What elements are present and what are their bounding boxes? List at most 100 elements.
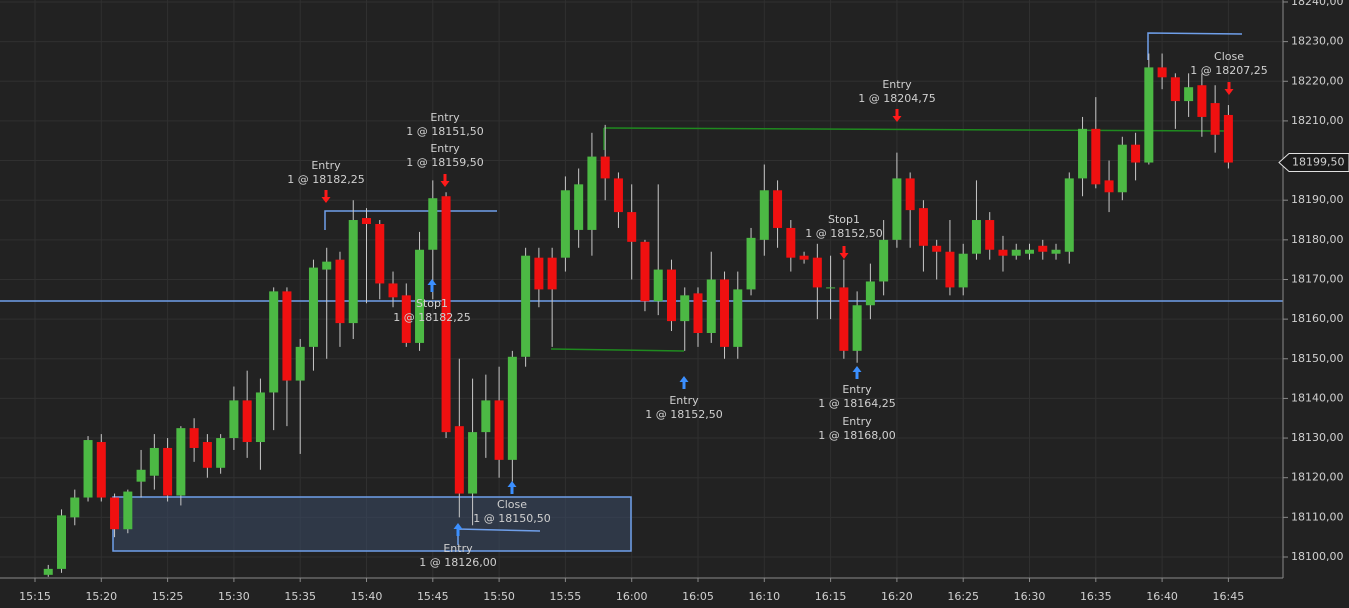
x-tick-label: 16:30 <box>1014 590 1046 603</box>
candle-body <box>229 400 239 439</box>
candle-body <box>759 190 769 240</box>
x-tick-label: 16:10 <box>748 590 780 603</box>
x-tick-label: 15:40 <box>351 590 383 603</box>
x-tick-label: 16:00 <box>616 590 648 603</box>
annotation-detail: 1 @ 18182,25 <box>393 311 470 324</box>
annotation-label: Stop1 <box>828 213 860 226</box>
candle-body <box>799 255 809 260</box>
y-tick-label: 18100,00 <box>1291 550 1344 563</box>
candle-body <box>1038 245 1048 252</box>
annotation-detail: 1 @ 18204,75 <box>858 92 935 105</box>
candle-body <box>57 515 67 569</box>
annotation-label: Close <box>497 498 527 511</box>
candle-body <box>176 428 186 496</box>
candle-body <box>613 178 623 213</box>
candle-body <box>693 293 703 334</box>
candle-body <box>971 220 981 254</box>
x-tick-label: 15:25 <box>152 590 184 603</box>
candle-body <box>43 568 53 575</box>
candle-body <box>812 257 822 288</box>
candle-body <box>786 227 796 258</box>
trade-arrow <box>427 279 437 292</box>
annotation-label: Entry <box>882 78 912 91</box>
candle-body <box>388 283 398 298</box>
candle-body <box>189 428 199 448</box>
candle-body <box>322 261 332 270</box>
candle-body <box>746 237 756 290</box>
candles <box>43 53 1233 577</box>
annotation-detail: 1 @ 18182,25 <box>287 173 364 186</box>
candle-body <box>136 469 146 482</box>
candle-body <box>773 190 783 228</box>
trend-line <box>603 127 1233 132</box>
annotation-detail: 1 @ 18152,50 <box>805 227 882 240</box>
level-line <box>324 210 497 230</box>
y-tick-label: 18160,00 <box>1291 312 1344 325</box>
x-tick-label: 16:15 <box>815 590 847 603</box>
candle-body <box>627 212 637 242</box>
annotation-detail: 1 @ 18168,00 <box>818 429 895 442</box>
candle-body <box>507 356 517 460</box>
trend-line <box>550 348 685 352</box>
candle-body <box>826 287 836 289</box>
annotation-label: Entry <box>842 383 872 396</box>
candle-body <box>1104 180 1114 193</box>
annotation-label: Entry <box>669 394 699 407</box>
candle-body <box>362 218 371 224</box>
x-tick-label: 16:45 <box>1213 590 1245 603</box>
candle-body <box>1170 77 1180 102</box>
candle-body <box>653 269 663 302</box>
candle-body <box>733 289 743 347</box>
zone-rectangle <box>112 496 632 552</box>
y-tick-label: 18130,00 <box>1291 431 1344 444</box>
x-tick-label: 16:25 <box>947 590 979 603</box>
level-line <box>1147 32 1243 60</box>
candle-body <box>666 269 676 322</box>
y-tick-label: 18170,00 <box>1291 272 1344 285</box>
candle-body <box>1184 87 1194 102</box>
candle-body <box>335 259 345 324</box>
candle-body <box>640 241 650 302</box>
candle-body <box>905 178 915 211</box>
candle-body <box>1210 103 1220 135</box>
candle-body <box>454 426 464 494</box>
candle-body <box>348 220 358 324</box>
annotation-detail: 1 @ 18152,50 <box>645 408 722 421</box>
candle-body <box>494 400 504 460</box>
annotation-detail: 1 @ 18159,50 <box>406 156 483 169</box>
x-tick-label: 15:30 <box>218 590 250 603</box>
candle-body <box>149 447 159 476</box>
candle-body <box>720 279 730 347</box>
candle-body <box>202 442 212 468</box>
candle-body <box>1117 144 1127 193</box>
x-tick-label: 15:55 <box>550 590 582 603</box>
annotation-detail: 1 @ 18126,00 <box>419 556 496 569</box>
annotation-label: Stop1 <box>416 297 448 310</box>
candle-body <box>255 392 265 443</box>
candle-body <box>985 220 995 250</box>
y-tick-label: 18210,00 <box>1291 114 1344 127</box>
candle-body <box>879 239 889 282</box>
candle-body <box>308 267 318 347</box>
trade-arrow <box>1224 82 1234 95</box>
candle-body <box>1011 249 1021 256</box>
candle-body <box>1078 128 1088 179</box>
annotation-label: Entry <box>430 111 460 124</box>
candle-body <box>1091 128 1101 185</box>
candle-body <box>839 287 849 351</box>
y-tick-label: 18140,00 <box>1291 391 1344 404</box>
candle-body <box>441 196 451 433</box>
axes: 18100,00 18110,00 18120,00 18130,00 18140,00… <box>19 0 1349 603</box>
candle-body <box>401 295 411 343</box>
candle-body <box>1223 114 1233 163</box>
candle-body <box>892 178 902 240</box>
annotation-detail: 1 @ 18207,25 <box>1190 64 1267 77</box>
candle-body <box>918 208 928 246</box>
trade-arrow <box>507 481 517 494</box>
annotation-label: Entry <box>311 159 341 172</box>
candle-body <box>468 432 478 494</box>
candle-body <box>110 497 120 530</box>
candle-body <box>1157 67 1167 78</box>
